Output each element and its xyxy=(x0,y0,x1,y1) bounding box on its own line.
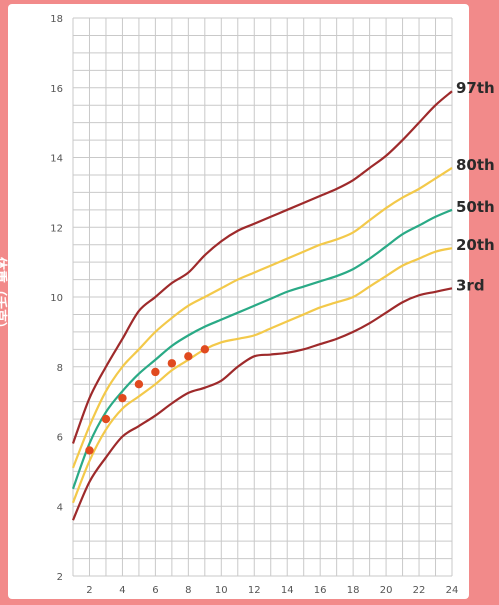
chart-panel xyxy=(8,4,469,599)
measurement-point xyxy=(200,345,210,354)
x-tick-label: 20 xyxy=(380,585,393,596)
series-line-50th xyxy=(71,208,453,490)
y-tick-label: 4 xyxy=(57,502,63,513)
series-line-97th xyxy=(71,90,453,444)
y-tick-label: 6 xyxy=(57,433,63,444)
x-tick-label: 22 xyxy=(413,585,426,596)
measurement-point xyxy=(167,359,177,368)
x-tick-label: 2 xyxy=(86,585,92,596)
y-tick-label: 2 xyxy=(57,572,63,583)
measurement-point xyxy=(85,446,94,455)
percentile-labels: 97th 80th 50th 20th 3rd xyxy=(456,79,495,294)
percentile-lines xyxy=(71,90,453,521)
y-tick-label: 10 xyxy=(50,293,63,304)
x-tick-label: 6 xyxy=(152,585,158,596)
x-tick-label: 18 xyxy=(347,585,360,596)
series-line-20th xyxy=(71,247,453,504)
measurement-point xyxy=(134,379,144,389)
measurement-point xyxy=(151,367,160,377)
y-tick-label: 14 xyxy=(50,154,63,165)
series-label-97th: 97th xyxy=(456,79,495,97)
x-tick-label: 4 xyxy=(119,585,125,596)
grid xyxy=(72,17,453,577)
y-tick-label: 18 xyxy=(50,14,63,25)
y-tick-label: 12 xyxy=(50,223,63,234)
series-label-20th: 20th xyxy=(456,236,495,254)
y-tick-label: 8 xyxy=(57,363,63,374)
series-label-3rd: 3rd xyxy=(456,276,485,294)
series-line-3rd xyxy=(71,287,453,521)
measurement-point xyxy=(118,393,127,403)
x-tick-label: 8 xyxy=(185,585,191,596)
y-axis-label: 体重（千克） xyxy=(0,257,8,335)
x-tick-label: 24 xyxy=(446,585,459,596)
x-tick-label: 16 xyxy=(314,585,327,596)
series-label-80th: 80th xyxy=(456,156,495,174)
x-tick-label: 14 xyxy=(281,585,294,596)
y-tick-label: 16 xyxy=(50,84,63,95)
series-label-50th: 50th xyxy=(456,198,495,216)
x-tick-label: 12 xyxy=(248,585,261,596)
x-tick-label: 10 xyxy=(215,585,228,596)
series-line-80th xyxy=(71,167,453,469)
measurement-points xyxy=(85,345,210,455)
y-axis-label-group: 体重（千克） xyxy=(0,257,8,335)
measurement-point xyxy=(184,352,193,361)
measurement-point xyxy=(101,414,111,424)
